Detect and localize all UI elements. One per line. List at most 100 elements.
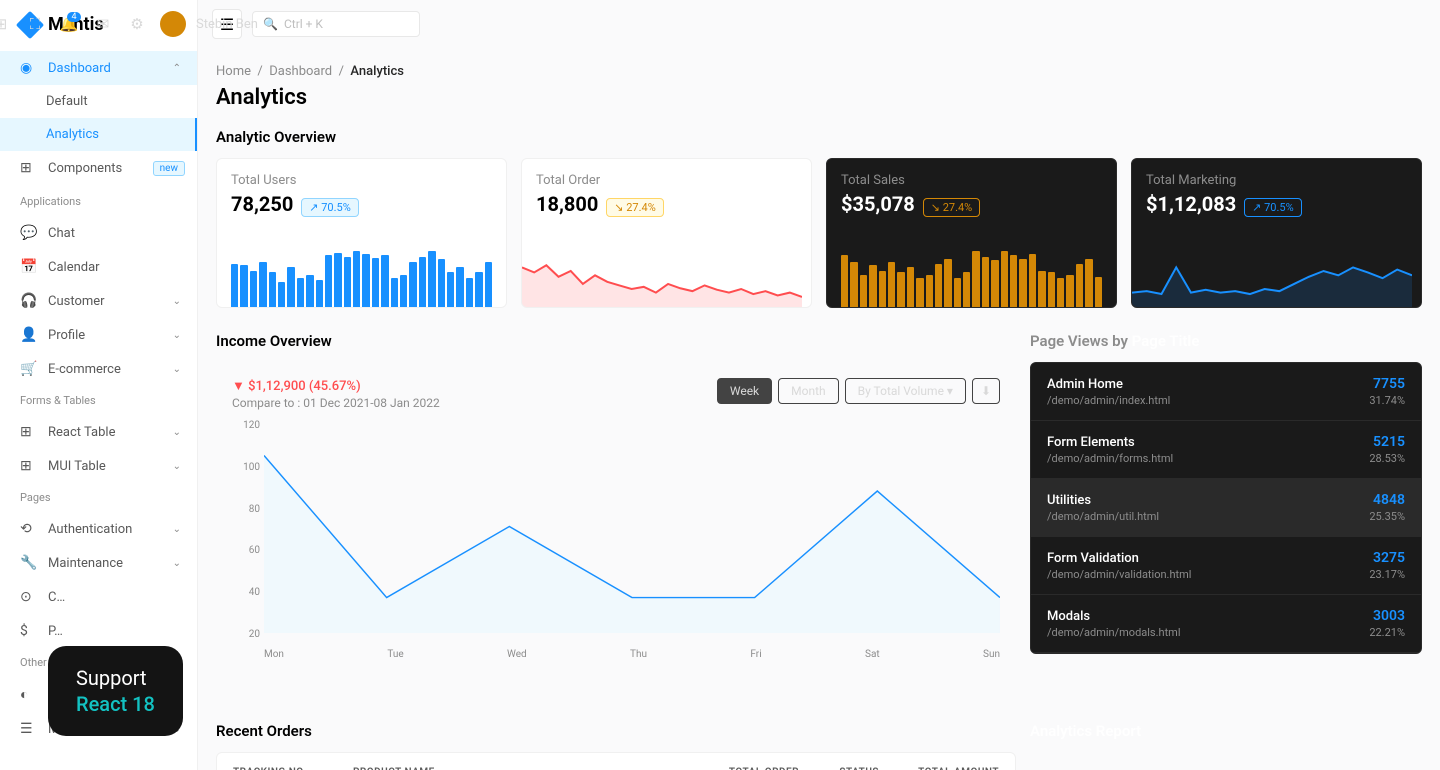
wrench-icon: 🔧 [20,555,36,571]
pv-path: /demo/admin/index.html [1047,394,1170,407]
user-name[interactable]: Stebin Ben [196,17,258,32]
menu-icon: ☰ [20,721,36,737]
mini-area-chart [522,235,802,307]
pageview-row[interactable]: Form Validation/demo/admin/validation.ht… [1031,537,1421,595]
nav-mui-table[interactable]: ⊞MUI Table⌄ [0,449,197,483]
cart-icon: 🛒 [20,361,36,377]
income-compare: Compare to : 01 Dec 2021-08 Jan 2022 [232,396,440,410]
chevron-down-icon: ⌄ [173,524,181,535]
pv-name: Form Validation [1047,551,1191,566]
notif-badge: 4 [67,12,81,22]
breadcrumb-home[interactable]: Home [216,64,251,79]
chevron-down-icon: ⌄ [173,364,181,375]
nav-dashboard[interactable]: ◉ Dashboard ⌃ [0,51,197,85]
card-value: 78,250 [231,192,293,216]
download-button[interactable]: ⬇ [972,378,1000,404]
mail-icon[interactable]: ✉ [88,9,118,39]
auth-icon: ⟲ [20,521,36,537]
nav-header-pages: Pages [0,483,197,512]
card-chip: ↗ 70.5% [301,198,358,217]
overview-title: Analytic Overview [216,128,1422,146]
components-icon: ⊞ [20,160,36,176]
nav-default[interactable]: Default [0,85,197,118]
pv-count: 3275 [1369,550,1405,566]
nav-ecommerce[interactable]: 🛒E-commerce⌄ [0,352,197,386]
nav-header-apps: Applications [0,187,197,216]
dashboard-icon: ◉ [20,60,36,76]
chevron-down-icon: ⌄ [173,296,181,307]
gear-icon[interactable]: ⚙ [122,9,152,39]
pageview-row[interactable]: Modals/demo/admin/modals.html 3003 22.21% [1031,595,1421,653]
nav-calendar[interactable]: 📅Calendar [0,250,197,284]
income-title: Income Overview [216,332,1016,350]
breadcrumb-dashboard[interactable]: Dashboard [269,64,332,79]
recent-orders-title: Recent Orders [216,722,1016,740]
pageviews-title: Page Views by Page Title [1030,332,1422,350]
stat-cards-row: Total Users78,250↗ 70.5%Total Order18,80… [216,158,1422,308]
card-label: Total Sales [841,173,1102,188]
calendar-icon: 📅 [20,259,36,275]
pv-pct: 22.21% [1369,626,1405,639]
pageview-row[interactable]: Admin Home/demo/admin/index.html 7755 31.7… [1031,363,1421,421]
chat-icon: 💬 [20,225,36,241]
nav-maintenance[interactable]: 🔧Maintenance⌄ [0,546,197,580]
card-chip: ↗ 70.5% [1244,198,1301,217]
nav-components[interactable]: ⊞ Components new [0,151,197,185]
pv-pct: 28.53% [1369,452,1405,465]
orders-table-header: TRACKING NO. PRODUCT NAME TOTAL ORDER ST… [216,752,1016,770]
nav-header-forms: Forms & Tables [0,386,197,415]
card-chip: ↘ 27.4% [606,198,663,217]
income-amount: ▼ $1,12,900 (45.67%) [232,378,440,394]
chevron-down-icon: ⌄ [173,427,181,438]
pv-name: Admin Home [1047,377,1170,392]
pv-count: 3003 [1369,608,1405,624]
support-badge[interactable]: Support React 18 [48,646,183,736]
month-button[interactable]: Month [778,378,838,404]
pv-path: /demo/admin/validation.html [1047,568,1191,581]
card-value: $1,12,083 [1146,192,1236,216]
pv-count: 5215 [1369,434,1405,450]
topbar-actions: ⊞ ⛶ 🔔4 ✉ ⚙ Stebin Ben [0,0,1426,48]
pv-count: 4848 [1369,492,1405,508]
nav-analytics[interactable]: Analytics [0,118,197,151]
pv-count: 7755 [1369,376,1405,392]
stat-card-1: Total Order18,800↘ 27.4% [521,158,812,308]
new-badge: new [153,161,185,176]
card-label: Total Users [231,173,492,188]
chevron-down-icon: ⌄ [173,461,181,472]
income-chart: 12010080604020 MonTueWedThuFriSatSun [232,420,1000,660]
pv-pct: 31.74% [1369,394,1405,407]
bell-icon[interactable]: 🔔4 [54,9,84,39]
nav-item-p[interactable]: $P… [0,614,197,648]
chevron-down-icon: ⌄ [173,330,181,341]
grid-icon[interactable]: ⊞ [0,9,16,39]
profile-icon: 👤 [20,327,36,343]
chevron-up-icon: ⌃ [173,63,181,74]
pv-pct: 25.35% [1369,510,1405,523]
pv-path: /demo/admin/modals.html [1047,626,1181,639]
analytics-report-title: Analytics Report [1030,722,1422,740]
nav-profile[interactable]: 👤Profile⌄ [0,318,197,352]
avatar[interactable] [160,11,186,37]
pv-name: Utilities [1047,493,1159,508]
nav-react-table[interactable]: ⊞React Table⌄ [0,415,197,449]
expand-icon[interactable]: ⛶ [20,9,50,39]
mini-bar-chart [231,235,492,307]
card-value: 18,800 [536,192,598,216]
pageview-row[interactable]: Utilities/demo/admin/util.html 4848 25.35% [1031,479,1421,537]
card-value: $35,078 [841,192,915,216]
volume-dropdown[interactable]: By Total Volume ▾ [845,378,966,404]
nav-item-c[interactable]: ⊙C… [0,580,197,614]
pv-path: /demo/admin/util.html [1047,510,1159,523]
nav-chat[interactable]: 💬Chat [0,216,197,250]
pv-pct: 23.17% [1369,568,1405,581]
pv-path: /demo/admin/forms.html [1047,452,1173,465]
stat-card-2: Total Sales$35,078↘ 27.4% [826,158,1117,308]
pageviews-card: Admin Home/demo/admin/index.html 7755 31.7… [1030,362,1422,654]
pv-name: Modals [1047,609,1181,624]
pageview-row[interactable]: Form Elements/demo/admin/forms.html52152… [1031,421,1421,479]
week-button[interactable]: Week [717,378,772,404]
nav-auth[interactable]: ⟲Authentication⌄ [0,512,197,546]
nav-customer[interactable]: 🎧Customer⌄ [0,284,197,318]
income-card: ▼ $1,12,900 (45.67%) Compare to : 01 Dec… [216,362,1016,702]
